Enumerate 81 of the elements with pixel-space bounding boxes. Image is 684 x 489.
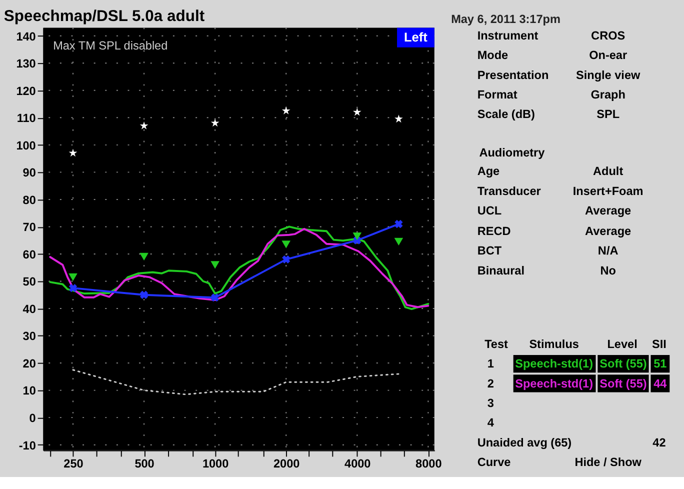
point: [282, 255, 290, 264]
text: Level: [607, 338, 638, 352]
text: Speech-std(1): [515, 377, 594, 390]
y-tick-label: 0: [29, 412, 36, 425]
point: [140, 290, 148, 299]
x-tick-label: 500: [134, 457, 155, 470]
y-tick-label: 130: [16, 58, 36, 71]
text: Audiometry: [479, 146, 546, 160]
text: RECD: [477, 225, 512, 238]
text: 44: [654, 377, 668, 390]
point: [140, 121, 148, 130]
text: 4: [487, 416, 494, 430]
point: [352, 232, 362, 240]
text: Instrument: [477, 29, 538, 42]
annotation: Left: [404, 29, 428, 44]
text: Transducer: [477, 184, 542, 198]
text: Unaided avg (65): [477, 436, 572, 450]
x-tick-label: 1000: [202, 457, 230, 470]
point: [68, 284, 78, 292]
text: CROS: [591, 29, 626, 42]
text: Adult: [593, 165, 624, 178]
point: [68, 273, 78, 281]
y-tick-label: 80: [22, 194, 36, 207]
text: Format: [477, 88, 518, 102]
text: Binaural: [477, 264, 524, 278]
text: Speech-std(1): [515, 358, 594, 371]
text: 1: [487, 358, 494, 371]
x-tick-label: 2000: [273, 457, 300, 470]
text: Hide / Show: [574, 456, 642, 470]
x-tick-label: 8000: [416, 457, 442, 470]
text: Age: [477, 165, 500, 178]
point: [140, 252, 148, 261]
text: UCL: [477, 204, 502, 218]
text: On-ear: [589, 49, 628, 62]
point: [68, 148, 78, 157]
point: [282, 106, 290, 114]
y-tick-label: 20: [22, 357, 36, 370]
text: Stimulus: [529, 338, 580, 352]
y-tick-label: 30: [22, 330, 36, 344]
chart-title: Speechmap/DSL 5.0a adult: [4, 8, 206, 25]
x-tick-label: 4000: [344, 457, 372, 470]
point: [210, 261, 220, 269]
y-tick-label: 40: [22, 302, 36, 316]
text: Soft (55): [600, 377, 647, 390]
text: SII: [652, 338, 666, 352]
text: Curve: [477, 456, 512, 470]
text: Scale (dB): [477, 108, 536, 122]
y-tick-label: 120: [16, 84, 36, 98]
text: Average: [585, 225, 632, 238]
text: Insert+Foam: [572, 184, 644, 198]
y-tick-label: 90: [22, 166, 36, 180]
text: Graph: [590, 88, 626, 102]
y-tick-label: 50: [22, 276, 36, 289]
y-tick-label: 110: [16, 112, 36, 126]
y-tick-label: 60: [22, 248, 36, 262]
y-tick-label: -10: [18, 439, 36, 452]
text: BCT: [477, 244, 502, 258]
text: Soft (55): [600, 358, 647, 371]
point: [210, 118, 220, 127]
point: [352, 108, 362, 116]
text: Test: [484, 338, 508, 352]
text: 51: [654, 358, 668, 371]
text: Mode: [477, 49, 509, 62]
x-tick-label: 250: [64, 457, 84, 470]
text: 2: [487, 377, 494, 390]
text: Single view: [576, 68, 641, 82]
y-tick-label: 100: [16, 139, 36, 152]
text: N/A: [598, 244, 619, 258]
text: Presentation: [477, 68, 549, 82]
y-tick-label: 140: [16, 30, 36, 44]
y-tick-label: 10: [22, 384, 36, 398]
text: 3: [487, 397, 494, 410]
text: 42: [652, 436, 666, 450]
y-tick-label: 70: [22, 221, 36, 234]
point: [282, 240, 290, 248]
point: [210, 294, 220, 302]
annotation: Max TM SPL disabled: [53, 39, 168, 52]
text: Average: [585, 204, 632, 218]
text: SPL: [596, 108, 620, 122]
text: May 6, 2011 3:17pm: [451, 12, 560, 26]
text: No: [600, 264, 616, 278]
